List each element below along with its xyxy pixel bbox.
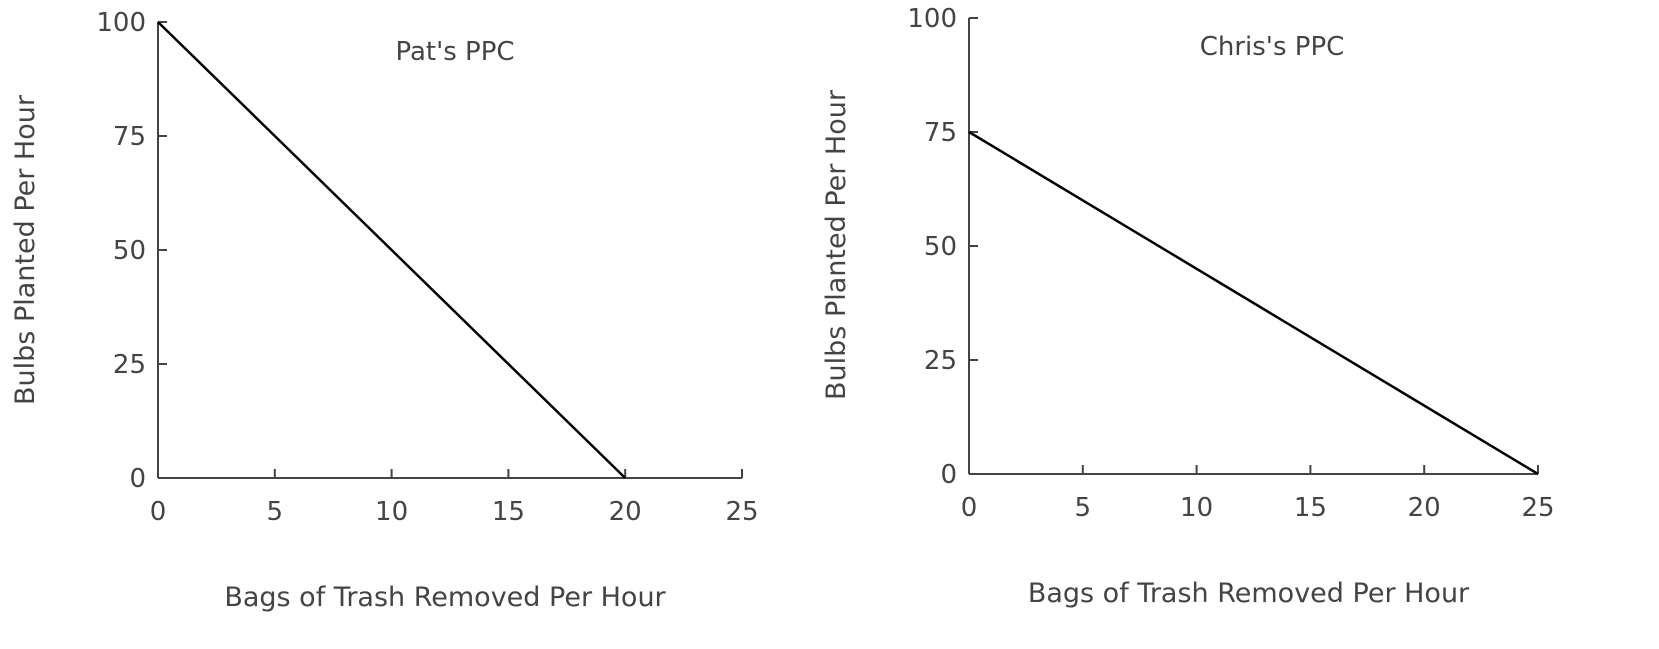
- x-axis-label: Bags of Trash Removed Per Hour: [1028, 578, 1470, 609]
- y-tick-label: 25: [113, 350, 146, 380]
- ppc-line: [157, 21, 627, 479]
- x-axis-label: Bags of Trash Removed Per Hour: [224, 582, 666, 613]
- x-tick-label: 5: [1075, 493, 1092, 523]
- x-tick-label: 25: [1521, 493, 1554, 523]
- y-tick-label: 25: [924, 346, 957, 376]
- pat-ppc-chart: 0 25 50 75 100 0 5 10 15 20 25 Pat's PPC Bags of Tra…: [10, 8, 759, 613]
- x-tick-label: 20: [1408, 493, 1441, 523]
- y-tick-label: 75: [113, 122, 146, 152]
- chart-title: Chris's PPC: [1200, 32, 1345, 62]
- ppc-line: [968, 130, 1539, 476]
- y-axis-label: Bulbs Planted Per Hour: [10, 94, 41, 405]
- chart-title: Pat's PPC: [395, 37, 514, 67]
- x-tick-label: 0: [961, 493, 978, 523]
- x-tick-label: 0: [150, 497, 167, 527]
- x-tick-label: 20: [609, 497, 642, 527]
- y-tick-label: 0: [129, 464, 146, 494]
- y-tick-label: 100: [96, 8, 146, 38]
- x-tick-label: 15: [1294, 493, 1327, 523]
- x-tick-label: 15: [492, 497, 525, 527]
- y-tick-label: 75: [924, 118, 957, 148]
- x-tick-label: 10: [375, 497, 408, 527]
- y-tick-label: 50: [924, 232, 957, 262]
- y-tick-label: 50: [113, 236, 146, 266]
- x-tick-label: 10: [1180, 493, 1213, 523]
- y-tick-label: 0: [940, 460, 957, 490]
- y-axis-label: Bulbs Planted Per Hour: [821, 89, 852, 400]
- x-tick-label: 5: [267, 497, 284, 527]
- x-tick-label: 25: [725, 497, 758, 527]
- y-tick-label: 100: [907, 4, 957, 34]
- chris-ppc-chart: 0 25 50 75 100 0 5 10 15 20 25 Chris's PPC Bags of T…: [821, 4, 1555, 609]
